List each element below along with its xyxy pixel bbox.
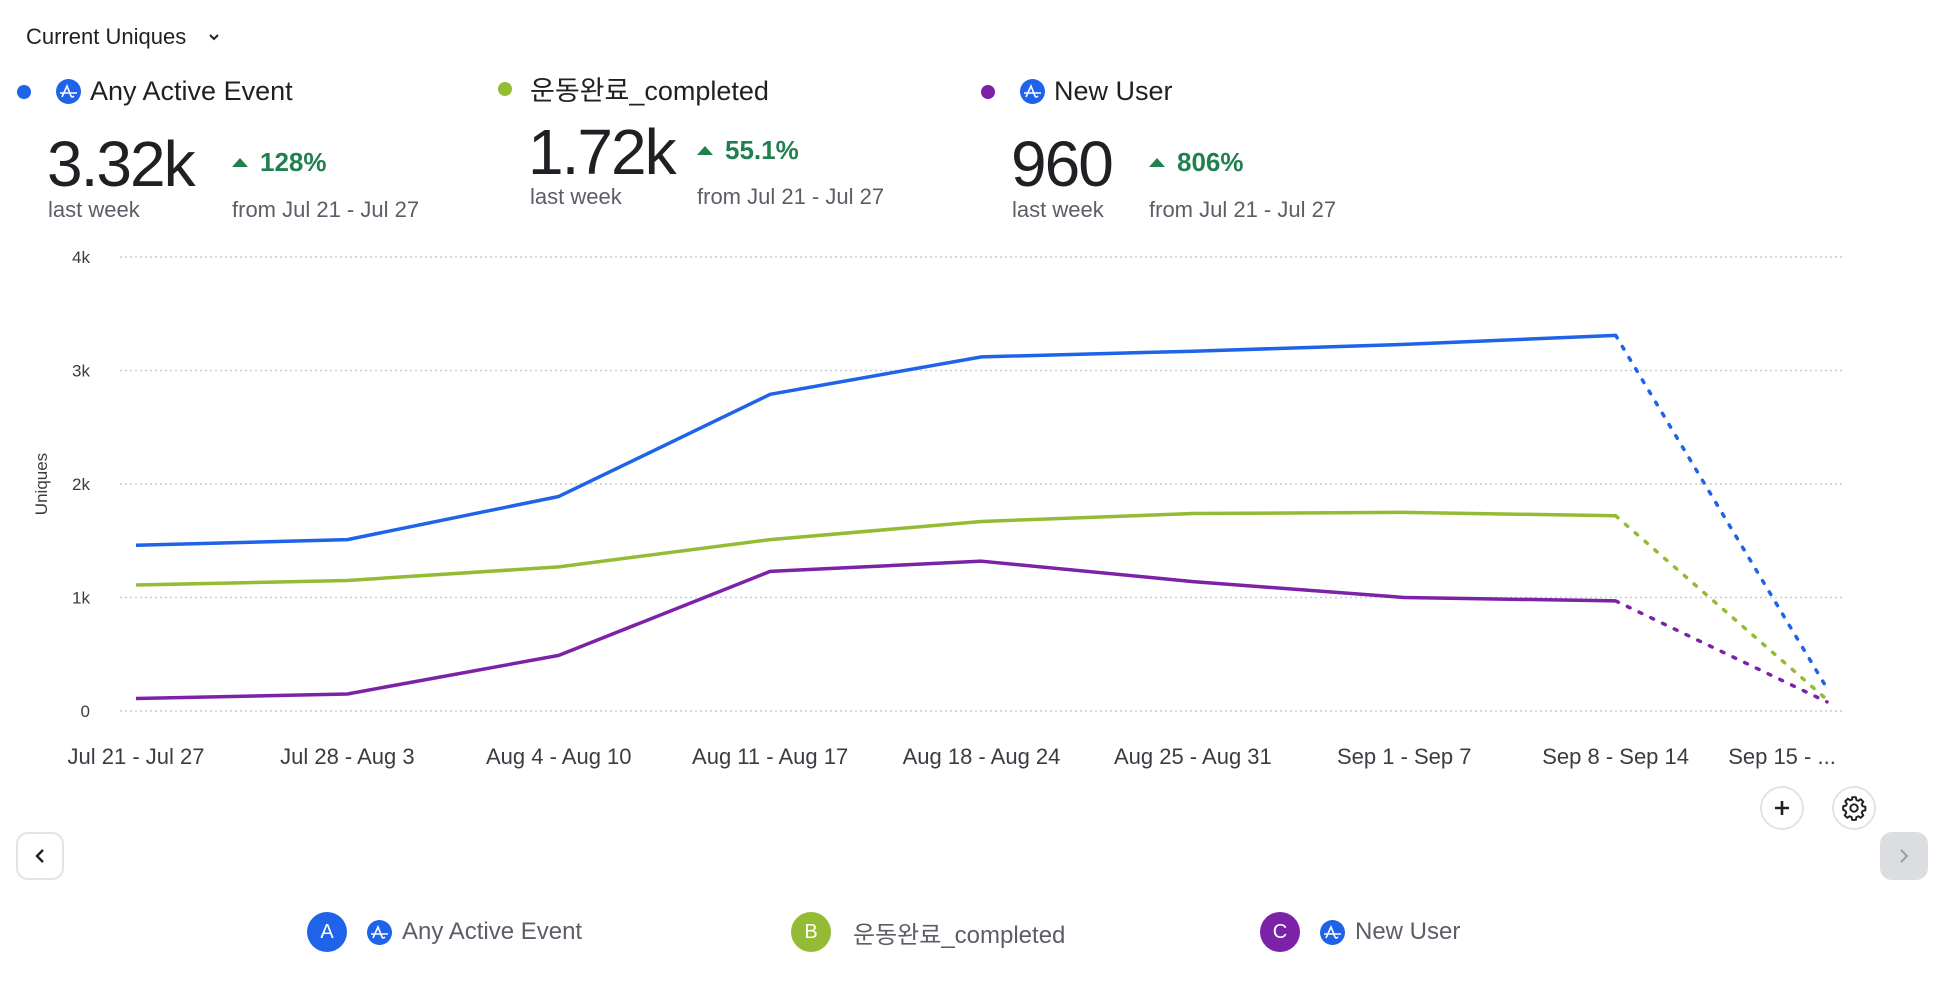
summary-title-a: Any Active Event [17,76,293,107]
x-tick-label: Aug 11 - Aug 17 [692,744,848,769]
y-axis-label: Uniques [32,453,51,515]
metric-dropdown-label: Current Uniques [26,24,187,49]
summary-title-text: New User [1054,76,1173,106]
summary-change-value: 55.1% [725,135,799,165]
series-color-dot [498,81,512,96]
chart-settings-button[interactable] [1832,786,1876,830]
x-tick-label: Sep 8 - Sep 14 [1542,744,1689,769]
x-tick-label: Jul 28 - Aug 3 [280,744,415,769]
arrow-up-icon [232,158,248,167]
legend-badge: C [1260,912,1300,952]
legend-badge: A [307,912,347,952]
y-tick-label: 3k [72,362,90,381]
arrow-up-icon [1149,158,1165,167]
y-axis-ticks: 0 1k 2k 3k 4k [72,248,90,721]
summary-change: 55.1% [697,135,799,166]
legend-label: 운동완료_completed [853,921,1066,949]
chevron-left-icon [35,849,44,863]
summary-title-b: 운동완료_completed [498,69,769,108]
summary-caption: last week [530,184,622,209]
y-tick-label: 4k [72,248,90,267]
legend-item-a[interactable]: A Any Active Event [307,912,582,952]
summary-caption: last week [1012,197,1104,222]
y-tick-label: 0 [81,702,90,721]
x-tick-label: Jul 21 - Jul 27 [68,744,205,769]
scroll-right-button[interactable] [1880,832,1928,880]
summary-caption: last week [48,197,140,222]
series-line-incomplete[interactable] [1613,599,1829,704]
x-tick-label: Sep 1 - Sep 7 [1337,744,1472,769]
series-color-dot [17,84,31,99]
x-tick-label: Aug 18 - Aug 24 [903,744,1061,769]
legend-item-b[interactable]: B 운동완료_completed [791,912,1065,952]
legend-label: New User [1355,918,1461,945]
summary-change-value: 806% [1177,147,1244,177]
summary-title-text: Any Active Event [90,76,293,106]
summary-title-c: New User [981,76,1173,107]
summary-change: 806% [1149,147,1244,178]
y-tick-label: 2k [72,475,90,494]
x-tick-label: Sep 15 - ... [1728,744,1836,769]
amplitude-icon [367,919,392,945]
summary-change-value: 128% [260,147,327,177]
summary-value: 1.72k [528,116,677,188]
plus-icon [1775,801,1789,815]
series-line[interactable] [135,510,1616,587]
arrow-up-icon [697,146,713,155]
x-tick-label: Aug 25 - Aug 31 [1114,744,1272,769]
amplitude-icon [1020,79,1045,104]
series-line-incomplete[interactable] [1613,333,1829,691]
series-color-dot [981,84,995,99]
summary-title-text: 운동완료_completed [530,76,769,106]
summary-change: 128% [232,147,327,178]
summary-change-caption: from Jul 21 - Jul 27 [1149,197,1337,222]
legend-item-c[interactable]: C New User [1260,912,1460,952]
chevron-down-icon [209,34,219,41]
grid-lines [120,256,1842,712]
gear-icon [1842,796,1867,821]
summary-value: 960 [1011,128,1114,200]
legend-label: Any Active Event [402,918,583,945]
summary-change-caption: from Jul 21 - Jul 27 [232,197,420,222]
metric-dropdown[interactable]: Current Uniques [26,22,220,52]
legend-badge: B [791,912,831,952]
chevron-right-icon [1900,849,1909,863]
scroll-left-button[interactable] [16,832,64,880]
x-axis-ticks: Jul 21 - Jul 27 Jul 28 - Aug 3 Aug 4 - Aug… [68,744,1836,769]
summary-change-caption: from Jul 21 - Jul 27 [697,184,885,209]
series-line-incomplete[interactable] [1613,514,1829,702]
series-line[interactable] [135,333,1616,548]
series-lines [135,333,1829,704]
amplitude-icon [1320,919,1345,945]
y-tick-label: 1k [72,589,90,608]
amplitude-icon [56,79,81,104]
series-line[interactable] [135,559,1616,701]
line-chart: 0 1k 2k 3k 4k Uniques Jul 21 - Jul 27 Jul 28 … [32,248,1842,769]
x-tick-label: Aug 4 - Aug 10 [486,744,632,769]
summary-value: 3.32k [47,128,196,200]
add-button[interactable] [1760,786,1804,830]
